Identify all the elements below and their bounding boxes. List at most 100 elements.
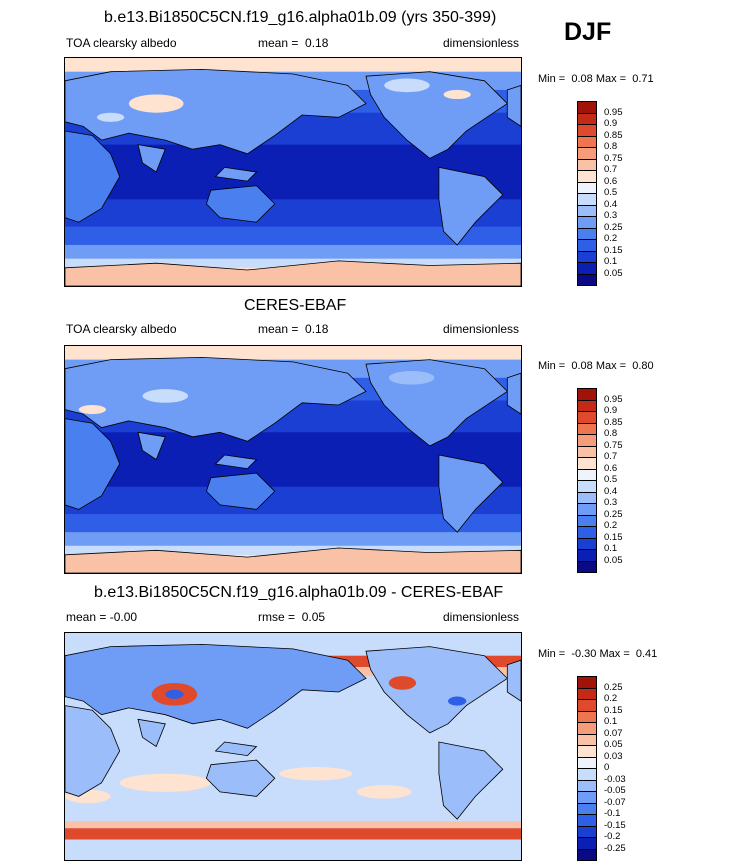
panel-3-min-label: Min = xyxy=(538,648,566,660)
colorbar-tick-label: -0.07 xyxy=(604,796,626,808)
colorbar-swatch xyxy=(577,699,597,712)
colorbar-tick-label: 0.4 xyxy=(604,198,618,210)
panel-2-units: dimensionless xyxy=(443,322,520,336)
colorbar-swatch xyxy=(577,733,597,746)
colorbar-swatch xyxy=(577,457,597,470)
panel-2-mean-value: 0.18 xyxy=(305,322,329,336)
panel-3-mean: mean = -0.00 xyxy=(66,610,138,624)
panel-3-map-field xyxy=(65,633,521,860)
colorbar-swatch xyxy=(577,814,597,827)
colorbar-tick-label: -0.2 xyxy=(604,831,621,842)
panel-3-colorbar: -0.25 -0.2 -0.15 -0.1 -0.07 -0.05 -0.03 0 0.03 0.… xyxy=(577,676,626,861)
colorbar-tick-label: 0.3 xyxy=(604,497,618,508)
colorbar-tick-label: 0.85 xyxy=(604,129,623,141)
colorbar-tick-label: 0.07 xyxy=(604,727,623,739)
colorbar-tick-label: 0.6 xyxy=(604,462,618,474)
panel-1-minmax: Min = 0.08 Max = 0.71 xyxy=(538,73,654,85)
colorbar-tick-label: 0.3 xyxy=(604,210,618,221)
panel-2-variable: TOA clearsky albedo xyxy=(66,322,177,336)
colorbar-swatch xyxy=(577,779,597,792)
panel-1-min-label: Min = xyxy=(538,73,566,85)
colorbar-swatch xyxy=(577,722,597,735)
colorbar-tick-label: 0.7 xyxy=(604,451,618,462)
colorbar-swatch xyxy=(577,837,597,850)
colorbar-swatch xyxy=(577,526,597,539)
colorbar-tick-label: 0.03 xyxy=(604,750,623,762)
panel-1-title: b.e13.Bi1850C5CN.f19_g16.alpha01b.09 (yr… xyxy=(104,9,497,26)
colorbar-swatch xyxy=(577,181,597,194)
colorbar-tick-label: 0.5 xyxy=(604,474,618,485)
panel-3-map xyxy=(64,632,522,861)
panel-1-map-field xyxy=(65,58,521,286)
colorbar-swatch xyxy=(577,756,597,769)
colorbar-swatch xyxy=(577,124,597,137)
colorbar-swatch xyxy=(577,848,597,861)
colorbar-swatch xyxy=(577,791,597,804)
colorbar-swatch xyxy=(577,503,597,516)
colorbar-tick-label: 0.75 xyxy=(604,439,623,451)
colorbar-tick-label: 0.9 xyxy=(604,118,618,129)
panel-1-map xyxy=(64,57,522,287)
colorbar-swatch xyxy=(577,549,597,562)
panel-3-title: b.e13.Bi1850C5CN.f19_g16.alpha01b.09 - C… xyxy=(94,584,504,601)
colorbar-tick-label: 0.25 xyxy=(604,221,623,233)
colorbar-tick-label: -0.1 xyxy=(604,808,621,819)
panel-1-variable: TOA clearsky albedo xyxy=(66,36,177,50)
colorbar-tick-label: 0.05 xyxy=(604,739,623,750)
colorbar-tick-label: 0.1 xyxy=(604,543,618,554)
colorbar-swatch xyxy=(577,239,597,252)
panel-3-max-label: Max = xyxy=(599,648,630,660)
colorbar-tick-label: 0.95 xyxy=(604,106,623,118)
colorbar-swatch xyxy=(577,468,597,481)
colorbar-tick-label: 0.15 xyxy=(604,531,623,543)
colorbar-swatch xyxy=(577,399,597,412)
panel-1-colorbar: 0.05 0.1 0.15 0.2 0.25 0.3 0.4 0.5 0.6 0.7 0.75 0.8… xyxy=(577,101,623,286)
colorbar-tick-label: 0.9 xyxy=(604,405,618,416)
colorbar-swatch xyxy=(577,514,597,527)
panel-2-minmax: Min = 0.08 Max = 0.80 xyxy=(538,360,654,372)
colorbar-swatch xyxy=(577,170,597,183)
colorbar-swatch xyxy=(577,560,597,573)
panel-2-max-label: Max = xyxy=(595,360,627,372)
colorbar-tick-label: 0.6 xyxy=(604,175,618,187)
panel-2-max-value: 0.80 xyxy=(632,360,654,372)
colorbar-swatch xyxy=(577,802,597,815)
colorbar-swatch xyxy=(577,204,597,217)
colorbar-swatch xyxy=(577,445,597,458)
colorbar-swatch xyxy=(577,135,597,148)
colorbar-tick-label: 0.25 xyxy=(604,681,623,693)
colorbar-swatch xyxy=(577,227,597,240)
colorbar-swatch xyxy=(577,422,597,435)
colorbar-tick-label: 0.1 xyxy=(604,256,618,267)
colorbar-tick-label: 0.25 xyxy=(604,508,623,520)
panel-2-mean: mean = 0.18 xyxy=(258,322,328,336)
panel-3-rmse-value: 0.05 xyxy=(301,610,326,624)
colorbar-tick-label: 0.85 xyxy=(604,416,623,428)
panel-1-min-value: 0.08 xyxy=(571,73,593,85)
panel-1-units: dimensionless xyxy=(443,36,520,50)
panel-1-max-value: 0.71 xyxy=(632,73,654,85)
colorbar-tick-label: 0.8 xyxy=(604,428,618,439)
panel-1-mean-value: 0.18 xyxy=(305,36,329,50)
colorbar-swatch xyxy=(577,216,597,229)
season-label: DJF xyxy=(564,18,612,46)
panel-3-rmse: rmse = 0.05 xyxy=(258,610,325,624)
colorbar-swatch xyxy=(577,825,597,838)
panel-1-mean: mean = 0.18 xyxy=(258,36,328,50)
colorbar-tick-label: -0.05 xyxy=(604,785,626,796)
colorbar-swatch xyxy=(577,768,597,781)
panel-1-mean-label: mean = xyxy=(258,36,299,50)
colorbar-tick-label: 0.95 xyxy=(604,393,623,405)
colorbar-swatch xyxy=(577,101,597,114)
colorbar-swatch xyxy=(577,273,597,286)
colorbar-tick-label: 0.2 xyxy=(604,520,618,531)
colorbar-swatch xyxy=(577,687,597,700)
panel-3-rmse-label: rmse = xyxy=(258,610,296,624)
colorbar-tick-label: 0.1 xyxy=(604,716,618,727)
colorbar-tick-label: 0.2 xyxy=(604,693,618,704)
colorbar-tick-label: 0.15 xyxy=(604,704,623,716)
colorbar-swatch xyxy=(577,434,597,447)
panel-2-map xyxy=(64,345,522,574)
colorbar-swatch xyxy=(577,147,597,160)
panel-2-mean-label: mean = xyxy=(258,322,299,336)
